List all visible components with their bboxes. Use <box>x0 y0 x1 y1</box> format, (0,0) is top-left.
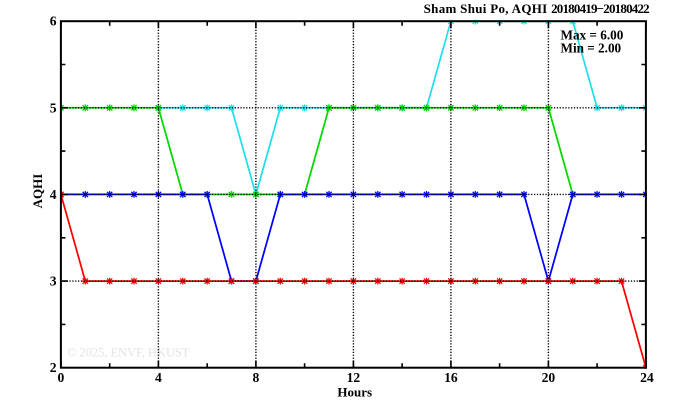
svg-text:2: 2 <box>50 360 57 375</box>
svg-text:4: 4 <box>50 187 57 202</box>
svg-text:Hours: Hours <box>337 385 372 400</box>
svg-text:4: 4 <box>155 370 162 385</box>
svg-text:0: 0 <box>58 370 65 385</box>
svg-text:8: 8 <box>253 370 260 385</box>
svg-text:6: 6 <box>50 14 57 29</box>
svg-text:Min = 2.00: Min = 2.00 <box>561 40 622 55</box>
svg-text:16: 16 <box>444 370 458 385</box>
svg-text:12: 12 <box>347 370 361 385</box>
svg-text:Sham Shui Po, AQHI 20180419−20: Sham Shui Po, AQHI 20180419−20180422 <box>424 1 650 16</box>
svg-text:© 2025, ENVF, HKUST: © 2025, ENVF, HKUST <box>67 346 190 360</box>
svg-text:Max = 6.00: Max = 6.00 <box>561 27 624 42</box>
svg-text:24: 24 <box>640 370 654 385</box>
svg-text:20: 20 <box>542 370 556 385</box>
svg-text:3: 3 <box>50 274 57 289</box>
svg-text:5: 5 <box>50 100 57 115</box>
svg-text:AQHI: AQHI <box>30 174 45 209</box>
